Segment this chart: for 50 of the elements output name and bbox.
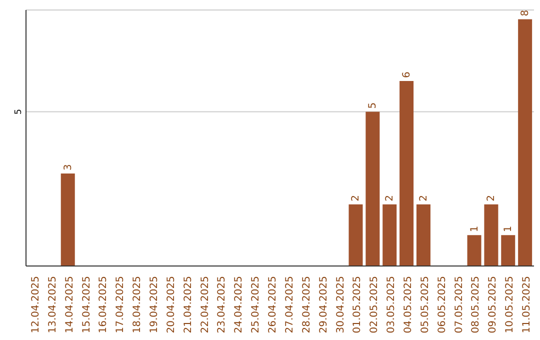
data-label: 6 <box>402 72 413 78</box>
x-tick-label: 29.04.2025 <box>318 276 330 334</box>
x-tick-label: 12.04.2025 <box>30 276 42 334</box>
bar <box>501 235 516 266</box>
bar <box>467 235 482 266</box>
x-tick-label: 27.04.2025 <box>284 276 296 334</box>
x-tick-label: 21.04.2025 <box>182 276 194 334</box>
data-label: 2 <box>350 194 362 202</box>
x-tick-label: 10.05.2025 <box>504 276 516 334</box>
bar <box>484 204 498 266</box>
x-tick-label: 09.05.2025 <box>488 276 499 334</box>
bar <box>366 112 380 266</box>
x-tick-label: 06.05.2025 <box>436 276 448 334</box>
x-tick-label: 08.05.2025 <box>470 276 482 334</box>
x-tick-label: 23.04.2025 <box>216 276 228 334</box>
x-tick-label: 24.04.2025 <box>234 276 245 334</box>
data-label: 3 <box>62 164 74 170</box>
bar <box>400 80 414 266</box>
data-label: 1 <box>503 226 514 232</box>
data-label: 2 <box>418 194 430 202</box>
x-tick-label: 16.04.2025 <box>98 276 110 334</box>
x-tick-label: 07.05.2025 <box>454 276 465 334</box>
x-tick-label: 19.04.2025 <box>149 276 160 334</box>
x-tick-label: 01.05.2025 <box>352 276 364 334</box>
x-tick-label: 04.05.2025 <box>403 276 414 334</box>
x-tick-label: 30.04.2025 <box>335 276 346 334</box>
x-tick-label: 28.04.2025 <box>301 276 312 334</box>
x-tick-label: 15.04.2025 <box>81 276 92 334</box>
bar <box>382 204 397 266</box>
data-label: 2 <box>486 194 498 202</box>
bar <box>348 204 363 266</box>
bar <box>518 19 532 266</box>
x-tick-label: 14.04.2025 <box>64 276 76 334</box>
data-label: 8 <box>520 10 532 16</box>
x-tick-label: 25.04.2025 <box>250 276 262 334</box>
x-tick-label: 26.04.2025 <box>268 276 279 334</box>
x-tick-label: 11.05.2025 <box>522 276 533 334</box>
x-tick-label: 17.04.2025 <box>115 276 126 334</box>
x-tick-label: 05.05.2025 <box>420 276 431 334</box>
bar <box>60 173 75 266</box>
data-label: 5 <box>368 102 379 109</box>
data-label: 1 <box>469 226 480 232</box>
x-tick-label: 20.04.2025 <box>166 276 177 334</box>
x-tick-label: 13.04.2025 <box>47 276 58 334</box>
x-tick-label: 22.04.2025 <box>200 276 211 334</box>
x-tick-label: 03.05.2025 <box>386 276 398 334</box>
x-tick-label: 18.04.2025 <box>132 276 144 334</box>
x-tick-label: 02.05.2025 <box>369 276 380 334</box>
data-label: 2 <box>384 194 396 202</box>
bar <box>416 204 430 266</box>
